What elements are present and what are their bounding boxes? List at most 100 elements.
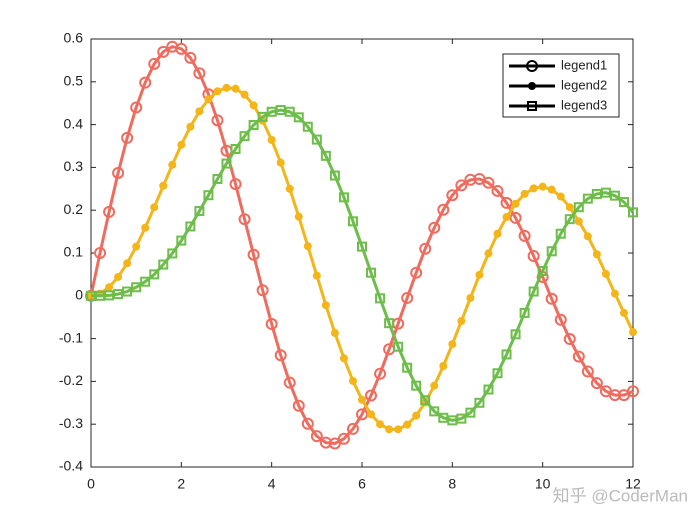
marker	[509, 211, 522, 224]
marker	[203, 190, 214, 201]
marker	[329, 170, 340, 181]
marker	[545, 292, 558, 305]
marker	[528, 286, 539, 297]
marker	[130, 101, 143, 114]
marker	[266, 106, 277, 117]
marker	[347, 216, 358, 227]
marker	[439, 361, 448, 370]
legend-label: legend1	[561, 57, 607, 72]
marker	[491, 184, 504, 197]
marker	[247, 248, 260, 261]
marker	[312, 271, 321, 280]
marker	[238, 213, 251, 226]
marker	[86, 290, 96, 301]
x-tick-label: 6	[358, 476, 366, 492]
marker	[601, 269, 610, 278]
marker	[105, 283, 114, 292]
marker	[428, 221, 441, 234]
marker	[104, 290, 115, 301]
marker	[554, 313, 567, 326]
y-tick-label: 0.5	[64, 73, 84, 89]
y-tick-label: 0.6	[64, 30, 84, 46]
y-tick-label: -0.4	[59, 458, 83, 474]
marker	[500, 196, 513, 209]
marker	[446, 189, 459, 202]
marker	[148, 57, 161, 70]
marker	[175, 42, 188, 55]
marker	[159, 181, 168, 190]
marker	[457, 317, 466, 326]
marker	[583, 232, 592, 241]
marker	[627, 385, 639, 398]
marker	[555, 228, 566, 239]
marker	[149, 269, 160, 280]
marker	[131, 282, 142, 293]
marker	[465, 407, 476, 418]
marker	[140, 276, 151, 287]
marker	[139, 76, 152, 89]
marker	[556, 192, 565, 201]
marker	[455, 179, 468, 192]
marker	[448, 340, 457, 349]
marker	[600, 187, 611, 198]
marker	[447, 415, 458, 426]
marker	[328, 437, 341, 450]
y-tick-label: 0.1	[64, 244, 84, 260]
marker	[240, 90, 249, 99]
marker	[310, 430, 323, 443]
marker	[573, 202, 584, 213]
marker	[574, 217, 583, 226]
marker	[572, 350, 585, 363]
y-tick-label: 0	[75, 287, 83, 303]
marker	[141, 223, 150, 232]
marker	[526, 60, 538, 72]
marker	[212, 173, 223, 184]
marker	[412, 411, 421, 420]
y-tick-label: -0.3	[59, 415, 83, 431]
marker	[502, 213, 511, 222]
marker	[114, 272, 123, 281]
marker	[546, 246, 557, 257]
marker	[628, 207, 638, 218]
marker	[229, 178, 242, 191]
marker	[265, 318, 278, 331]
marker	[590, 377, 603, 390]
marker	[393, 341, 404, 352]
marker	[528, 82, 536, 90]
marker	[527, 249, 540, 262]
marker	[283, 376, 296, 389]
marker	[274, 349, 287, 362]
marker	[346, 422, 359, 435]
x-tick-label: 2	[177, 476, 185, 492]
marker	[257, 111, 268, 122]
marker	[538, 182, 547, 191]
marker	[484, 249, 493, 258]
marker	[248, 120, 259, 131]
marker	[337, 432, 350, 445]
marker	[527, 101, 537, 111]
legend-label: legend3	[561, 97, 607, 112]
series-line	[91, 108, 635, 422]
marker	[301, 417, 314, 430]
marker	[356, 408, 368, 421]
marker	[474, 397, 485, 408]
x-tick-label: 0	[87, 476, 95, 492]
marker	[293, 112, 304, 123]
marker	[339, 354, 348, 363]
marker	[629, 328, 637, 337]
marker	[438, 412, 449, 423]
marker	[284, 106, 295, 117]
y-tick-label: -0.2	[59, 372, 83, 388]
x-tick-label: 8	[448, 476, 456, 492]
marker	[401, 291, 414, 304]
marker	[519, 307, 530, 318]
marker	[420, 395, 431, 406]
marker	[581, 365, 594, 378]
marker	[112, 166, 125, 179]
marker	[338, 192, 349, 203]
marker	[411, 380, 422, 391]
marker	[123, 259, 132, 268]
marker	[167, 248, 178, 259]
marker	[294, 212, 303, 221]
marker	[492, 368, 503, 379]
